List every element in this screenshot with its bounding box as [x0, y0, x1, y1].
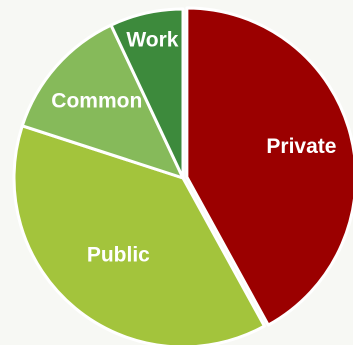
pie-slice-public: [12, 124, 266, 345]
pie-slice-private: [185, 6, 353, 327]
pie-label-private: Private: [266, 135, 336, 158]
pie-slice-common: [20, 23, 185, 180]
pie-label-work: Work: [126, 29, 178, 52]
pie-label-common: Common: [51, 90, 142, 113]
pie-slices: [12, 6, 353, 345]
pie-slice-work: [109, 7, 185, 180]
pie-label-public: Public: [87, 244, 150, 267]
pie-labels: Private Public Common Work: [51, 29, 336, 267]
